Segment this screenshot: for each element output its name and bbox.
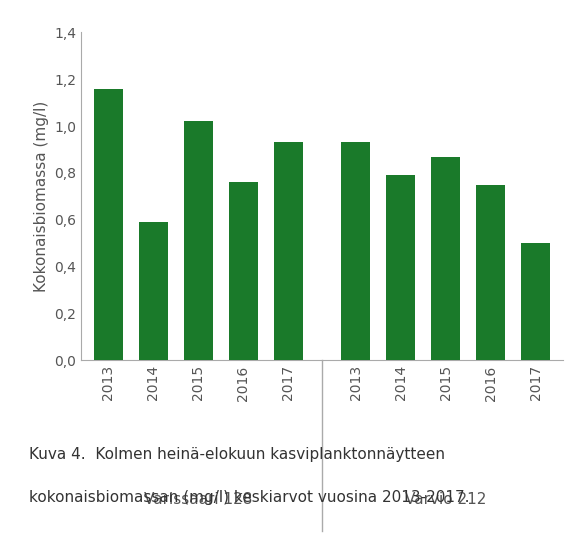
Bar [229, 182, 258, 360]
Bar [183, 122, 213, 360]
Bar [521, 243, 550, 360]
Bar [476, 185, 505, 360]
Text: Varvio 212: Varvio 212 [405, 492, 486, 507]
Bar [341, 143, 370, 360]
Bar [431, 157, 461, 360]
Bar [93, 89, 123, 360]
Text: kokonaisbiomassan (mg/l) keskiarvot vuosina 2013-2017.: kokonaisbiomassan (mg/l) keskiarvot vuos… [29, 490, 469, 505]
Bar [386, 175, 415, 360]
Bar [274, 143, 303, 360]
Text: Kuva 4.  Kolmen heinä-elokuun kasviplanktonnäytteen: Kuva 4. Kolmen heinä-elokuun kasviplankt… [29, 447, 445, 462]
Text: Varissaari 128: Varissaari 128 [144, 492, 252, 507]
Y-axis label: Kokonaisbiomassa (mg/l): Kokonaisbiomassa (mg/l) [34, 101, 49, 292]
Bar [139, 222, 168, 360]
